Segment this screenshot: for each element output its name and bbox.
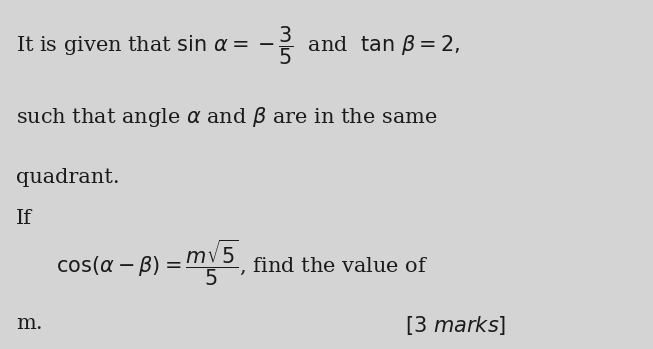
Text: m.: m.: [16, 314, 43, 333]
Text: It is given that $\mathit{\sin}\,\alpha = -\dfrac{3}{5}$  and  $\mathit{\tan}\,\: It is given that $\mathit{\sin}\,\alpha …: [16, 24, 460, 67]
Text: quadrant.: quadrant.: [16, 168, 120, 186]
Text: such that angle $\alpha$ and $\beta$ are in the same: such that angle $\alpha$ and $\beta$ are…: [16, 105, 438, 129]
Text: $[3\ \mathit{marks}]$: $[3\ \mathit{marks}]$: [405, 314, 506, 337]
Text: If: If: [16, 209, 33, 228]
Text: $\cos(\alpha-\beta) = \dfrac{m\sqrt{5}}{5}$, find the value of: $\cos(\alpha-\beta) = \dfrac{m\sqrt{5}}{…: [56, 237, 428, 288]
